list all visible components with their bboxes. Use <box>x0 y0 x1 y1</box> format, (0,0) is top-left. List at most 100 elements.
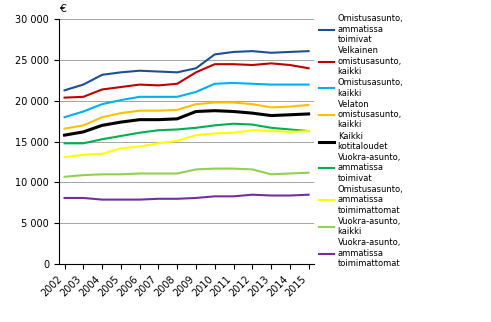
Omistusasunto,
kaikki <box>306 83 312 87</box>
Kaikki
kotitaloudet <box>174 117 180 121</box>
Vuokra-asunto,
ammatissa
toimivat <box>99 137 105 141</box>
Velaton
omistusasunto,
kaikki <box>136 109 142 113</box>
Omistusasunto,
ammatissa
toimimattomat <box>81 153 86 157</box>
Velaton
omistusasunto,
kaikki <box>268 106 274 109</box>
Line: Kaikki
kotitaloudet: Kaikki kotitaloudet <box>64 111 309 135</box>
Line: Velkainen
omistusasunto,
kaikki: Velkainen omistusasunto, kaikki <box>64 63 309 98</box>
Omistusasunto,
ammatissa
toimimattomat <box>287 130 293 134</box>
Line: Omistusasunto,
ammatissa
toimimattomat: Omistusasunto, ammatissa toimimattomat <box>64 130 309 157</box>
Velaton
omistusasunto,
kaikki <box>61 127 67 130</box>
Omistusasunto,
ammatissa
toimimattomat <box>174 139 180 143</box>
Vuokra-asunto,
ammatissa
toimivat <box>136 131 142 135</box>
Kaikki
kotitaloudet <box>118 120 124 124</box>
Vuokra-asunto,
ammatissa
toimimattomat <box>174 197 180 201</box>
Vuokra-asunto,
ammatissa
toimimattomat <box>193 196 199 200</box>
Velaton
omistusasunto,
kaikki <box>174 108 180 112</box>
Kaikki
kotitaloudet <box>193 109 199 113</box>
Omistusasunto,
kaikki <box>231 81 237 85</box>
Vuokra-asunto,
ammatissa
toimivat <box>249 123 255 127</box>
Omistusasunto,
ammatissa
toimivat <box>136 69 142 73</box>
Omistusasunto,
kaikki <box>212 82 218 86</box>
Omistusasunto,
ammatissa
toimimattomat <box>306 129 312 133</box>
Velaton
omistusasunto,
kaikki <box>81 123 86 127</box>
Velkainen
omistusasunto,
kaikki <box>118 85 124 89</box>
Velkainen
omistusasunto,
kaikki <box>287 63 293 67</box>
Vuokra-asunto,
ammatissa
toimimattomat <box>268 194 274 197</box>
Omistusasunto,
ammatissa
toimivat <box>212 52 218 56</box>
Vuokra-asunto,
ammatissa
toimimattomat <box>136 198 142 202</box>
Kaikki
kotitaloudet <box>231 109 237 113</box>
Omistusasunto,
ammatissa
toimivat <box>249 49 255 53</box>
Kaikki
kotitaloudet <box>268 114 274 118</box>
Velkainen
omistusasunto,
kaikki <box>268 62 274 65</box>
Omistusasunto,
kaikki <box>287 83 293 87</box>
Velkainen
omistusasunto,
kaikki <box>174 82 180 86</box>
Vuokra-asunto,
ammatissa
toimimattomat <box>287 194 293 197</box>
Omistusasunto,
kaikki <box>174 95 180 99</box>
Vuokra-asunto,
ammatissa
toimimattomat <box>231 194 237 198</box>
Vuokra-asunto,
kaikki <box>268 172 274 176</box>
Vuokra-asunto,
ammatissa
toimimattomat <box>81 196 86 200</box>
Vuokra-asunto,
ammatissa
toimivat <box>306 129 312 133</box>
Vuokra-asunto,
kaikki <box>81 173 86 177</box>
Omistusasunto,
ammatissa
toimivat <box>306 49 312 53</box>
Velaton
omistusasunto,
kaikki <box>99 115 105 119</box>
Velkainen
omistusasunto,
kaikki <box>61 96 67 99</box>
Omistusasunto,
kaikki <box>118 98 124 102</box>
Omistusasunto,
ammatissa
toimimattomat <box>231 131 237 135</box>
Line: Velaton
omistusasunto,
kaikki: Velaton omistusasunto, kaikki <box>64 102 309 128</box>
Vuokra-asunto,
ammatissa
toimivat <box>81 141 86 145</box>
Omistusasunto,
ammatissa
toimimattomat <box>156 141 162 145</box>
Omistusasunto,
ammatissa
toimivat <box>118 71 124 74</box>
Omistusasunto,
kaikki <box>156 95 162 99</box>
Omistusasunto,
ammatissa
toimimattomat <box>118 146 124 150</box>
Omistusasunto,
kaikki <box>61 115 67 119</box>
Omistusasunto,
ammatissa
toimimattomat <box>61 155 67 159</box>
Kaikki
kotitaloudet <box>136 118 142 122</box>
Vuokra-asunto,
ammatissa
toimimattomat <box>212 194 218 198</box>
Velkainen
omistusasunto,
kaikki <box>136 83 142 87</box>
Kaikki
kotitaloudet <box>249 111 255 115</box>
Vuokra-asunto,
ammatissa
toimimattomat <box>118 198 124 202</box>
Line: Omistusasunto,
kaikki: Omistusasunto, kaikki <box>64 83 309 117</box>
Omistusasunto,
ammatissa
toimimattomat <box>193 133 199 137</box>
Vuokra-asunto,
kaikki <box>249 167 255 171</box>
Vuokra-asunto,
ammatissa
toimivat <box>268 126 274 130</box>
Line: Vuokra-asunto,
ammatissa
toimimattomat: Vuokra-asunto, ammatissa toimimattomat <box>64 195 309 200</box>
Vuokra-asunto,
kaikki <box>231 167 237 171</box>
Vuokra-asunto,
ammatissa
toimivat <box>118 134 124 138</box>
Vuokra-asunto,
ammatissa
toimimattomat <box>61 196 67 200</box>
Omistusasunto,
ammatissa
toimimattomat <box>99 152 105 156</box>
Omistusasunto,
ammatissa
toimivat <box>287 50 293 54</box>
Kaikki
kotitaloudet <box>287 113 293 117</box>
Omistusasunto,
ammatissa
toimimattomat <box>268 129 274 133</box>
Velaton
omistusasunto,
kaikki <box>231 100 237 104</box>
Velkainen
omistusasunto,
kaikki <box>231 62 237 66</box>
Kaikki
kotitaloudet <box>99 123 105 127</box>
Omistusasunto,
kaikki <box>99 102 105 106</box>
Velaton
omistusasunto,
kaikki <box>156 109 162 113</box>
Vuokra-asunto,
kaikki <box>156 172 162 175</box>
Vuokra-asunto,
ammatissa
toimivat <box>231 122 237 126</box>
Velaton
omistusasunto,
kaikki <box>193 102 199 106</box>
Vuokra-asunto,
ammatissa
toimivat <box>287 128 293 131</box>
Vuokra-asunto,
ammatissa
toimimattomat <box>99 198 105 202</box>
Vuokra-asunto,
ammatissa
toimivat <box>212 123 218 127</box>
Velaton
omistusasunto,
kaikki <box>212 100 218 104</box>
Kaikki
kotitaloudet <box>306 112 312 116</box>
Text: €: € <box>59 5 66 14</box>
Velkainen
omistusasunto,
kaikki <box>156 83 162 87</box>
Velkainen
omistusasunto,
kaikki <box>99 88 105 91</box>
Vuokra-asunto,
ammatissa
toimimattomat <box>306 193 312 197</box>
Line: Omistusasunto,
ammatissa
toimivat: Omistusasunto, ammatissa toimivat <box>64 51 309 90</box>
Kaikki
kotitaloudet <box>156 118 162 122</box>
Vuokra-asunto,
ammatissa
toimivat <box>61 141 67 145</box>
Kaikki
kotitaloudet <box>212 109 218 113</box>
Vuokra-asunto,
kaikki <box>61 175 67 179</box>
Vuokra-asunto,
kaikki <box>118 172 124 176</box>
Line: Vuokra-asunto,
kaikki: Vuokra-asunto, kaikki <box>64 169 309 177</box>
Kaikki
kotitaloudet <box>81 130 86 134</box>
Vuokra-asunto,
kaikki <box>193 167 199 171</box>
Omistusasunto,
ammatissa
toimivat <box>231 50 237 54</box>
Vuokra-asunto,
kaikki <box>306 171 312 175</box>
